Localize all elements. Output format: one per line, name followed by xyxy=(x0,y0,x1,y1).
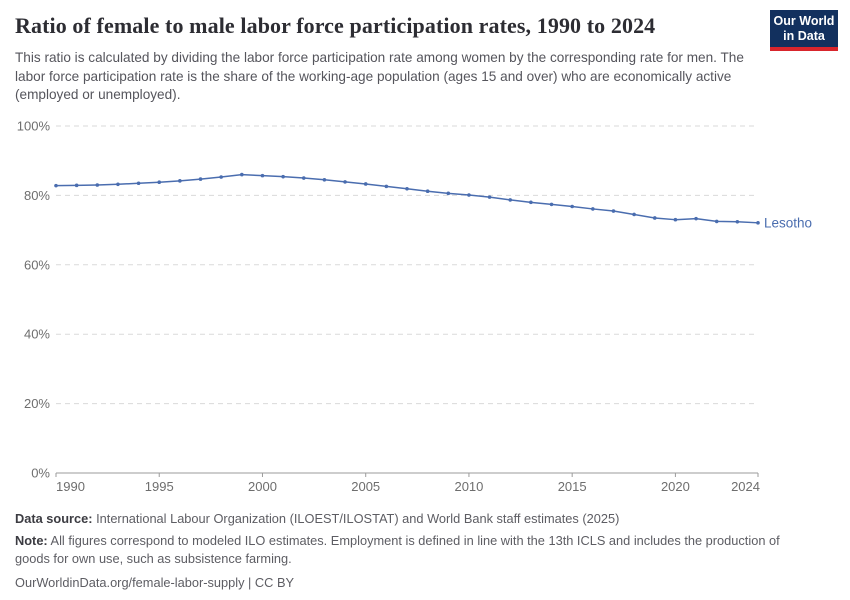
data-point[interactable] xyxy=(322,177,327,182)
data-point[interactable] xyxy=(591,207,595,211)
data-point[interactable] xyxy=(756,221,760,225)
data-point[interactable] xyxy=(136,181,141,186)
data-point[interactable] xyxy=(467,193,471,197)
data-point[interactable] xyxy=(95,183,100,187)
data-point[interactable] xyxy=(384,184,389,189)
x-tick-label: 1995 xyxy=(145,479,174,494)
data-point[interactable] xyxy=(446,191,451,196)
data-point[interactable] xyxy=(281,174,285,179)
owid-logo[interactable]: Our World in Data xyxy=(770,10,838,51)
data-point[interactable] xyxy=(116,182,120,187)
data-point[interactable] xyxy=(652,216,657,220)
data-point[interactable] xyxy=(54,183,58,188)
data-point[interactable] xyxy=(549,202,554,207)
data-point[interactable] xyxy=(611,209,616,213)
x-tick-label: 2000 xyxy=(248,479,277,494)
data-point[interactable] xyxy=(735,219,740,224)
owid-logo-line2: in Data xyxy=(783,29,825,43)
series-line[interactable] xyxy=(55,173,759,224)
note-text: All figures correspond to modeled ILO es… xyxy=(15,532,780,567)
data-point[interactable] xyxy=(714,219,719,224)
data-point[interactable] xyxy=(405,187,409,191)
x-tick-label: 1990 xyxy=(56,479,85,494)
data-point[interactable] xyxy=(673,217,678,222)
y-tick-label: 40% xyxy=(24,327,50,342)
data-point[interactable] xyxy=(425,189,430,194)
x-tick-label: 2010 xyxy=(454,479,483,494)
data-point[interactable] xyxy=(178,179,182,183)
x-tick-label: 2020 xyxy=(661,479,690,494)
y-tick-label: 60% xyxy=(24,257,50,272)
note-line: Note: All figures correspond to modeled … xyxy=(15,532,815,569)
data-point[interactable] xyxy=(529,200,533,205)
x-tick-label: 2024 xyxy=(731,479,760,494)
x-tick-label: 2015 xyxy=(558,479,587,494)
page-title: Ratio of female to male labor force part… xyxy=(15,13,656,38)
chart-subtitle: This ratio is calculated by dividing the… xyxy=(15,50,744,103)
data-point[interactable] xyxy=(570,204,574,209)
y-tick-label: 0% xyxy=(31,466,50,481)
data-point[interactable] xyxy=(198,177,203,181)
series-end-label: Lesotho xyxy=(764,215,812,230)
chart-footer: Data source: International Labour Organi… xyxy=(15,510,815,592)
data-point[interactable] xyxy=(487,195,492,199)
data-source-text: International Labour Organization (ILOES… xyxy=(92,511,620,526)
data-source-label: Data source: xyxy=(15,511,93,526)
data-point[interactable] xyxy=(632,212,636,217)
data-point[interactable] xyxy=(343,180,347,184)
citation-line: OurWorldinData.org/female-labor-supply |… xyxy=(15,574,295,590)
owid-logo-line1: Our World xyxy=(773,14,835,28)
data-point[interactable] xyxy=(74,183,79,188)
y-tick-label: 80% xyxy=(24,188,50,203)
data-point[interactable] xyxy=(694,216,698,221)
y-tick-label: 100% xyxy=(17,119,51,134)
data-point[interactable] xyxy=(240,172,244,177)
data-point[interactable] xyxy=(363,182,368,186)
note-label: Note: xyxy=(15,532,48,548)
data-source-line: Data source: International Labour Organi… xyxy=(15,510,815,529)
data-point[interactable] xyxy=(301,176,306,180)
data-point[interactable] xyxy=(219,175,223,179)
data-point[interactable] xyxy=(157,180,162,185)
x-tick-label: 2005 xyxy=(351,479,380,494)
data-point[interactable] xyxy=(508,198,513,202)
data-point[interactable] xyxy=(260,173,265,178)
y-tick-label: 20% xyxy=(24,396,50,411)
